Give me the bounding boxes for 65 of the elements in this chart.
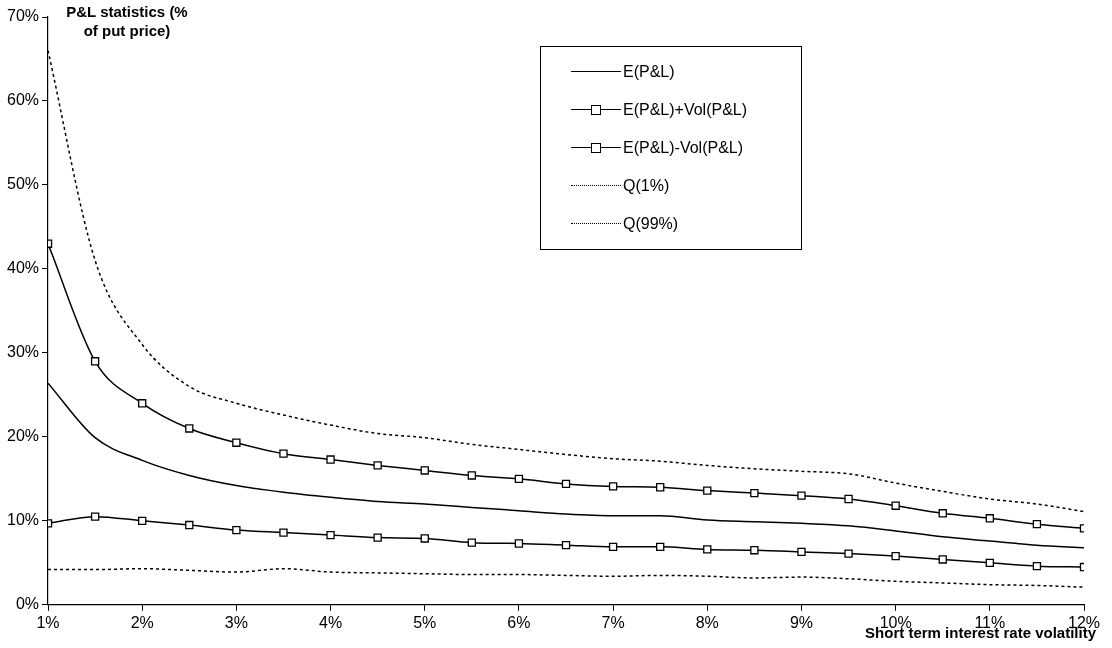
y-tick-label: 20% [6, 427, 40, 445]
point [938, 509, 947, 518]
point [232, 438, 241, 447]
point [844, 494, 853, 504]
x-tick-label: 7% [601, 613, 625, 631]
point [185, 520, 194, 530]
y-tick-label: 10% [6, 511, 40, 529]
point [373, 461, 382, 470]
point [656, 542, 665, 552]
point [938, 555, 947, 564]
legend-label: Q(99%) [623, 215, 679, 233]
point [656, 483, 665, 492]
y-axis-title: P&L statistics (% of put price) [65, 2, 189, 40]
legend-label: Q(1%) [623, 177, 670, 195]
x-tick-label: 8% [695, 613, 719, 631]
point [703, 486, 712, 495]
point [703, 545, 712, 554]
x-tick-label: 3% [224, 613, 248, 631]
y-tick-label: 70% [6, 7, 40, 25]
point [467, 471, 477, 480]
point [844, 549, 853, 558]
point [891, 501, 900, 510]
point [750, 546, 759, 555]
point [326, 530, 335, 540]
point [797, 547, 806, 557]
point [90, 357, 100, 366]
legend-label: E(P&L)+Vol(P&L) [623, 101, 748, 119]
point [420, 534, 429, 543]
point [608, 482, 618, 491]
point [797, 491, 806, 500]
y-tick-label: 40% [6, 259, 40, 277]
legend-label: E(P&L) [623, 63, 675, 81]
x-tick-label: 5% [413, 613, 437, 631]
point [514, 474, 524, 484]
point [985, 558, 995, 567]
point [561, 541, 571, 550]
point [373, 533, 382, 542]
point [1032, 561, 1042, 571]
point [1032, 520, 1042, 529]
x-tick-label: 4% [319, 613, 343, 631]
point [232, 525, 241, 535]
point [514, 539, 524, 548]
point [138, 399, 147, 408]
point [279, 528, 288, 537]
x-tick-label: 2% [130, 613, 154, 631]
point [891, 551, 900, 561]
point [561, 479, 571, 489]
y-tick-label: 50% [6, 175, 40, 193]
y-tick-label: 60% [6, 91, 40, 109]
point [750, 488, 759, 498]
x-tick-label: 6% [507, 613, 531, 631]
x-tick-label: 1% [36, 613, 60, 631]
point [326, 455, 335, 464]
point [467, 538, 477, 547]
point [420, 466, 429, 475]
point [90, 512, 100, 521]
legend-label: E(P&L)-Vol(P&L) [623, 139, 744, 157]
y-tick-label: 30% [6, 343, 40, 361]
point [279, 449, 288, 458]
x-tick-label: 9% [789, 613, 814, 631]
point [608, 542, 618, 552]
point [985, 514, 995, 523]
point [138, 516, 147, 526]
y-tick-label: 0% [15, 595, 40, 613]
point [185, 424, 194, 433]
